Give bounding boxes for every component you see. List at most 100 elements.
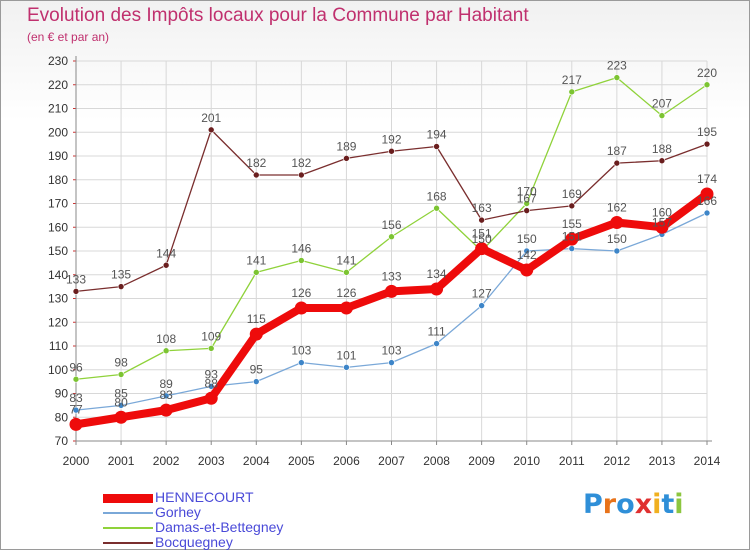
data-point xyxy=(117,283,125,290)
data-point xyxy=(298,257,305,264)
data-label: 188 xyxy=(652,142,672,156)
data-label: 144 xyxy=(156,246,176,260)
data-label: 96 xyxy=(69,360,83,374)
y-tick-label: 200 xyxy=(48,125,68,139)
data-point xyxy=(343,269,350,276)
logo-letter: t xyxy=(661,489,675,520)
data-label: 151 xyxy=(472,227,492,241)
legend-swatch xyxy=(103,494,153,503)
data-point xyxy=(252,269,260,276)
data-point xyxy=(523,247,531,255)
data-label: 89 xyxy=(159,377,173,391)
data-point xyxy=(475,242,489,256)
data-label: 108 xyxy=(156,332,176,346)
data-point xyxy=(294,301,308,315)
data-point xyxy=(388,147,395,155)
data-point xyxy=(252,378,260,385)
data-label: 189 xyxy=(336,139,356,153)
data-point xyxy=(72,406,80,414)
data-label: 217 xyxy=(562,73,582,87)
data-label: 83 xyxy=(69,391,83,405)
data-label: 207 xyxy=(652,97,672,111)
data-label: 126 xyxy=(336,286,356,300)
x-tick-label: 2003 xyxy=(198,454,225,468)
data-label: 111 xyxy=(427,325,446,339)
data-label: 133 xyxy=(381,269,401,283)
x-tick-label: 2014 xyxy=(694,454,721,468)
y-tick-label: 110 xyxy=(49,339,68,353)
x-tick-label: 2001 xyxy=(108,454,135,468)
chart-title: Evolution des Impôts locaux pour la Comm… xyxy=(27,5,529,26)
data-label: 85 xyxy=(114,386,128,400)
data-point xyxy=(613,74,621,81)
logo-letter: x xyxy=(634,489,653,520)
data-point xyxy=(114,410,128,424)
data-point xyxy=(343,155,350,162)
data-label: 80 xyxy=(114,395,128,409)
data-point xyxy=(252,171,260,179)
data-label: 142 xyxy=(517,248,537,262)
data-point xyxy=(207,345,215,352)
data-point xyxy=(433,340,440,347)
data-point xyxy=(385,284,398,298)
data-point xyxy=(69,417,83,431)
data-label: 160 xyxy=(652,205,672,219)
proxiti-logo: Proxiti xyxy=(583,489,684,520)
data-label: 223 xyxy=(607,59,627,73)
data-point xyxy=(207,383,215,390)
data-label: 150 xyxy=(517,232,537,246)
data-label: 93 xyxy=(205,367,219,381)
data-label: 127 xyxy=(472,287,492,301)
x-tick-label: 2011 xyxy=(559,454,585,468)
logo-letter: i xyxy=(652,489,662,520)
data-point xyxy=(700,187,714,201)
x-tick-label: 2002 xyxy=(153,454,180,468)
data-label: 192 xyxy=(381,132,401,146)
logo-letter: P xyxy=(583,489,603,520)
data-label: 109 xyxy=(201,329,221,343)
data-label: 169 xyxy=(562,187,582,201)
data-point xyxy=(703,209,711,217)
data-label: 88 xyxy=(205,376,219,390)
data-point xyxy=(433,143,440,150)
y-tick-label: 160 xyxy=(48,220,68,234)
data-label: 126 xyxy=(291,286,311,300)
y-tick-label: 190 xyxy=(48,149,68,163)
data-label: 168 xyxy=(427,189,447,203)
data-point xyxy=(703,81,711,89)
data-point xyxy=(658,157,666,165)
logo-letter: r xyxy=(602,489,617,520)
data-point xyxy=(339,301,353,315)
data-label: 155 xyxy=(562,217,582,231)
y-tick-label: 180 xyxy=(48,173,68,187)
data-label: 163 xyxy=(472,201,492,215)
data-label: 135 xyxy=(111,268,131,282)
data-label: 83 xyxy=(159,388,173,402)
y-tick-label: 130 xyxy=(48,292,68,306)
data-label: 98 xyxy=(114,356,128,370)
y-tick-label: 70 xyxy=(55,434,69,448)
data-point xyxy=(72,375,80,383)
x-tick-label: 2005 xyxy=(288,454,315,468)
data-label: 133 xyxy=(66,272,86,286)
data-label: 195 xyxy=(697,125,717,139)
y-tick-label: 150 xyxy=(48,244,68,258)
data-label: 194 xyxy=(427,128,447,142)
data-point xyxy=(568,88,576,96)
data-point xyxy=(478,216,485,224)
chart-subtitle: (en € et par an) xyxy=(27,30,110,44)
legend-label: HENNECOURT xyxy=(155,489,254,505)
data-label: 187 xyxy=(607,144,627,158)
data-label: 157 xyxy=(652,215,672,229)
data-point xyxy=(298,171,305,179)
data-label: 201 xyxy=(201,111,221,125)
data-point xyxy=(162,261,170,269)
legend-label: Gorhey xyxy=(155,504,201,520)
data-label: 146 xyxy=(291,242,311,256)
data-point xyxy=(433,204,440,212)
data-point xyxy=(520,263,534,277)
y-tick-label: 210 xyxy=(48,102,68,116)
data-point xyxy=(565,232,579,246)
data-point xyxy=(658,112,666,119)
data-point xyxy=(613,159,621,167)
